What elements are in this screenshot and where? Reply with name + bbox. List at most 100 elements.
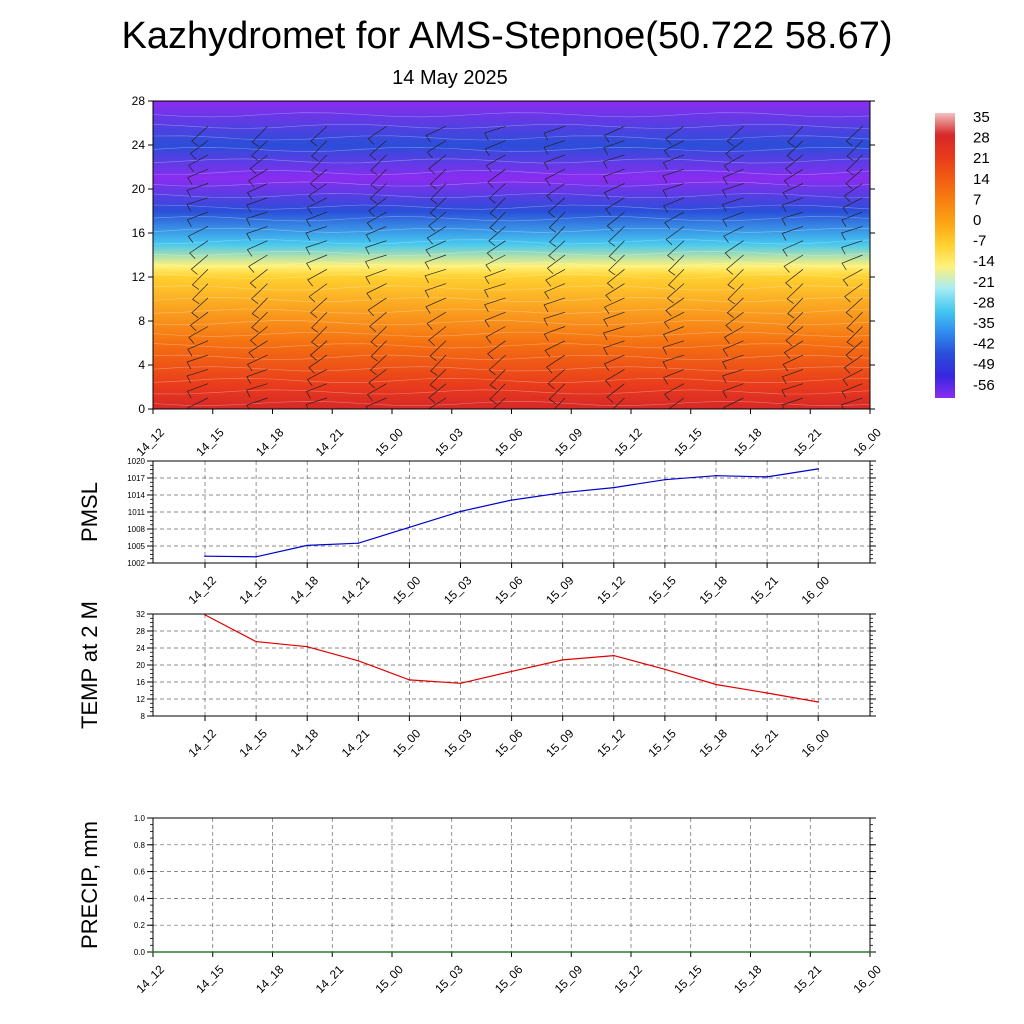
wind-barb: [547, 369, 566, 389]
wind-barb: [548, 383, 566, 405]
data-point: [510, 951, 513, 953]
x-tick-label: 15_00: [372, 962, 406, 996]
wind-barb: [310, 326, 328, 347]
heatmap-y-tick-label: 20: [132, 182, 146, 196]
heatmap-contour: [153, 331, 870, 337]
wind-barb: [246, 240, 268, 257]
data-point: [570, 951, 573, 953]
data-point: [809, 951, 812, 953]
data-point: [306, 645, 309, 648]
wind-barb: [484, 297, 506, 312]
y-tick-label: 1005: [127, 542, 145, 551]
heatmap-contour: [153, 227, 870, 233]
wind-barb: [665, 297, 685, 317]
wind-barb: [187, 340, 209, 357]
wind-barb: [727, 283, 744, 305]
heatmap-contour: [153, 377, 870, 383]
wind-barb: [306, 254, 328, 271]
x-tick-label: 15_00: [390, 573, 424, 607]
heatmap-contour: [153, 250, 870, 256]
wind-barb: [370, 326, 387, 347]
y-tick-label: 0.2: [134, 921, 146, 930]
wind-barb: [429, 340, 447, 361]
wind-barb: [845, 340, 863, 361]
data-point: [613, 486, 615, 489]
wind-barb: [546, 183, 566, 202]
temperature-profile-panel: 0 4 8 12 16 20 24 28 14_12 14_15 14_18 14_21 15_00 1…: [132, 94, 885, 459]
x-tick-label: 15_21: [748, 573, 782, 607]
colorbar-label: -42: [973, 336, 995, 353]
wind-barb: [553, 397, 566, 409]
wind-barb: [307, 268, 328, 287]
wind-barb: [492, 397, 506, 409]
heatmap-x-tick-label: 15_03: [432, 425, 466, 459]
colorbar-label: 35: [973, 109, 990, 126]
wind-barb: [428, 211, 447, 232]
heatmap-x-tick-label: 15_06: [492, 425, 526, 459]
wind-barb: [428, 326, 447, 346]
y-tick-label: 1.0: [134, 814, 146, 823]
data-point: [212, 951, 214, 953]
heatmap-x-tick-label: 15_12: [611, 425, 645, 459]
wind-barb: [721, 197, 744, 212]
wind-barb: [663, 311, 685, 329]
heatmap-contour: [153, 181, 870, 187]
wind-barb: [187, 168, 209, 185]
wind-barb: [489, 369, 506, 390]
wind-barb: [668, 254, 685, 276]
wind-barb: [248, 254, 268, 273]
colorbar-label: 21: [973, 150, 990, 167]
wind-barb: [605, 197, 625, 216]
wind-barb: [846, 154, 863, 176]
wind-barb: [488, 226, 506, 247]
wind-barb: [546, 354, 566, 374]
heatmap-contour: [153, 193, 870, 199]
colorbar-label: 28: [973, 130, 990, 147]
wind-barb: [783, 168, 804, 187]
wind-barb: [308, 354, 328, 374]
wind-barb: [665, 226, 685, 246]
x-tick-label: 15_09: [552, 962, 586, 996]
wind-barb: [603, 311, 625, 327]
x-tick-label: 14_21: [339, 573, 373, 607]
wind-barb: [366, 383, 387, 402]
wind-barb: [605, 369, 625, 387]
wind-barb: [845, 126, 863, 147]
wind-barb: [429, 369, 447, 390]
colorbar-bar: [935, 113, 955, 398]
wind-barb: [785, 269, 804, 289]
x-tick-label: 14_12: [185, 726, 219, 760]
wind-barb: [841, 211, 863, 227]
wind-barb: [544, 283, 566, 299]
heatmap-contour: [153, 112, 870, 118]
wind-barb: [365, 226, 387, 242]
wind-barb: [664, 211, 685, 230]
wind-barb: [726, 254, 744, 275]
wind-barb: [665, 126, 685, 145]
y-tick-label: 0.6: [134, 868, 146, 877]
wind-barb: [723, 226, 744, 243]
wind-barb: [489, 211, 506, 233]
wind-barb: [370, 168, 387, 190]
wind-barb: [484, 268, 506, 285]
heatmap-contour: [153, 343, 870, 349]
wind-barb: [246, 354, 268, 372]
wind-barb: [366, 283, 387, 301]
wind-barb: [787, 126, 804, 147]
wind-barb: [187, 226, 209, 243]
wind-barb: [246, 383, 268, 398]
x-tick-label: 15_15: [645, 573, 679, 607]
data-point: [357, 542, 360, 544]
wind-barb: [786, 311, 804, 333]
wind-barb: [484, 140, 506, 156]
wind-barb: [722, 211, 744, 227]
wind-barb: [840, 226, 863, 241]
wind-barb: [666, 283, 685, 304]
x-tick-label: 14_15: [237, 573, 271, 607]
wind-barb: [543, 311, 566, 327]
wind-barb: [186, 197, 209, 212]
y-tick-label: 1020: [127, 457, 145, 466]
x-tick-label: 14_12: [133, 962, 167, 996]
wind-barb: [664, 383, 685, 401]
wind-barb: [310, 154, 328, 176]
